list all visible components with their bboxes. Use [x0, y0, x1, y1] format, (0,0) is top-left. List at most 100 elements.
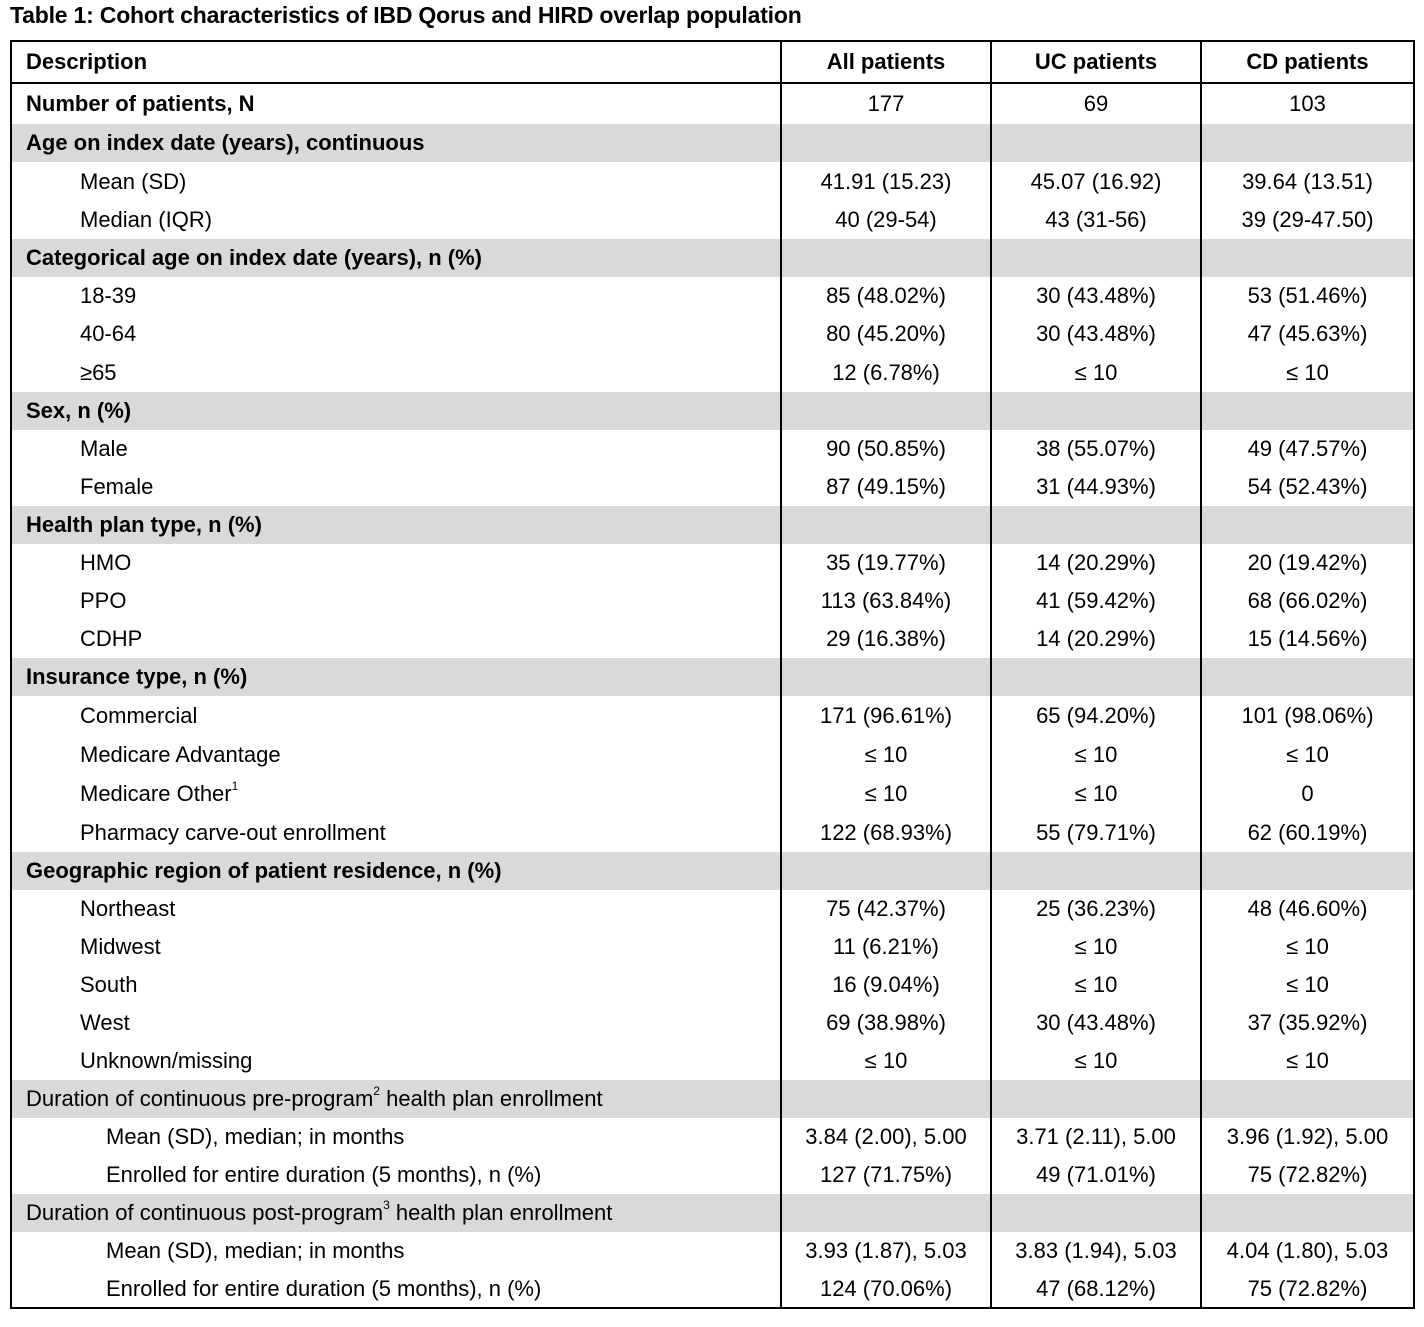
table-row: CDHP 29 (16.38%) 14 (20.29%) 15 (14.56%) — [11, 620, 1414, 658]
cell-uc-patients: 30 (43.48%) — [990, 277, 1201, 315]
cell-all-patients — [780, 658, 991, 696]
cell-cd-patients: 39.64 (13.51) — [1200, 162, 1414, 201]
cell-uc-patients: ≤ 10 — [990, 966, 1201, 1004]
table-row: Medicare Other1 ≤ 10 ≤ 10 0 — [11, 774, 1414, 814]
cell-all-patients — [780, 124, 991, 162]
cell-cd-patients: 4.04 (1.80), 5.03 — [1200, 1232, 1414, 1270]
table-caption: Table 1: Cohort characteristics of IBD Q… — [10, 2, 802, 28]
cell-cd-patients: 15 (14.56%) — [1200, 620, 1414, 658]
row-label: 18-39 — [11, 277, 781, 315]
header-all-patients: All patients — [780, 41, 991, 84]
cell-all-patients — [780, 239, 991, 277]
cell-uc-patients: ≤ 10 — [990, 353, 1201, 392]
cell-uc-patients: 3.71 (2.11), 5.00 — [990, 1118, 1201, 1156]
cell-cd-patients: 68 (66.02%) — [1200, 582, 1414, 620]
table-row: 18-39 85 (48.02%) 30 (43.48%) 53 (51.46%) — [11, 277, 1414, 315]
cell-cd-patients — [1200, 1080, 1414, 1118]
row-label-text: Medicare Advantage — [80, 742, 281, 767]
cell-cd-patients: ≤ 10 — [1200, 736, 1414, 774]
row-label-text: Health plan type, n (%) — [26, 512, 262, 537]
cell-all-patients — [780, 1080, 991, 1118]
row-label: Mean (SD) — [11, 162, 781, 201]
row-label-text: Mean (SD) — [80, 168, 187, 194]
header-row: Description All patients UC patients CD … — [11, 41, 1414, 84]
row-label: Midwest — [11, 928, 781, 966]
table-row: Mean (SD), median; in months 3.84 (2.00),… — [11, 1118, 1414, 1156]
table-row: Mean (SD) 41.91 (15.23) 45.07 (16.92) 39.64… — [11, 162, 1414, 201]
row-label: Female — [11, 468, 781, 506]
row-label-text-cont: health plan enrollment — [389, 1200, 613, 1225]
table-row: Number of patients, N 177 69 103 — [11, 83, 1414, 124]
row-label-text: Midwest — [80, 934, 161, 959]
cell-all-patients: ≤ 10 — [780, 1042, 991, 1080]
cell-all-patients: 75 (42.37%) — [780, 890, 991, 928]
cell-uc-patients: 3.83 (1.94), 5.03 — [990, 1232, 1201, 1270]
cell-cd-patients — [1200, 852, 1414, 890]
row-label-text: Male — [80, 436, 128, 461]
cohort-table: Description All patients UC patients CD … — [10, 40, 1415, 1309]
footnote-marker: 1 — [231, 779, 239, 793]
row-label-text-cont: health plan enrollment — [379, 1086, 603, 1111]
row-label-text: Duration of continuous pre-program — [26, 1086, 374, 1111]
cell-all-patients: 41.91 (15.23) — [780, 162, 991, 201]
cell-all-patients: 40 (29-54) — [780, 201, 991, 239]
cell-all-patients — [780, 1194, 991, 1232]
row-label-text: Northeast — [80, 896, 176, 921]
row-label: HMO — [11, 544, 781, 582]
row-label: CDHP — [11, 620, 781, 658]
row-label: Enrolled for entire duration (5 months),… — [11, 1156, 781, 1194]
cell-uc-patients — [990, 506, 1201, 544]
cell-all-patients: 80 (45.20%) — [780, 315, 991, 353]
cell-cd-patients: ≤ 10 — [1200, 353, 1414, 392]
row-label: Sex, n (%) — [11, 392, 781, 430]
row-label: Geographic region of patient residence, … — [11, 852, 781, 890]
cell-all-patients: 16 (9.04%) — [780, 966, 991, 1004]
cell-all-patients: 3.93 (1.87), 5.03 — [780, 1232, 991, 1270]
table-row: Female 87 (49.15%) 31 (44.93%) 54 (52.43%) — [11, 468, 1414, 506]
cell-uc-patients: 49 (71.01%) — [990, 1156, 1201, 1194]
table-row: Midwest 11 (6.21%) ≤ 10 ≤ 10 — [11, 928, 1414, 966]
row-label-text: 40-64 — [80, 321, 137, 346]
cell-all-patients: 12 (6.78%) — [780, 353, 991, 392]
cell-cd-patients: 101 (98.06%) — [1200, 696, 1414, 736]
row-label: Enrolled for entire duration (5 months),… — [11, 1270, 781, 1308]
table-row: HMO 35 (19.77%) 14 (20.29%) 20 (19.42%) — [11, 544, 1414, 582]
row-label-text: Unknown/missing — [80, 1048, 253, 1073]
cell-cd-patients: 48 (46.60%) — [1200, 890, 1414, 928]
cell-all-patients: 90 (50.85%) — [780, 430, 991, 468]
cell-cd-patients: 53 (51.46%) — [1200, 277, 1414, 315]
row-label: Median (IQR) — [11, 201, 781, 239]
cell-cd-patients: ≤ 10 — [1200, 928, 1414, 966]
cell-cd-patients: 20 (19.42%) — [1200, 544, 1414, 582]
table-row: West 69 (38.98%) 30 (43.48%) 37 (35.92%) — [11, 1004, 1414, 1042]
section-row: Duration of continuous pre-program2 heal… — [11, 1080, 1414, 1118]
cell-all-patients: 87 (49.15%) — [780, 468, 991, 506]
table-row: Northeast 75 (42.37%) 25 (36.23%) 48 (46.60… — [11, 890, 1414, 928]
cell-all-patients — [780, 852, 991, 890]
row-label-text: West — [80, 1010, 130, 1035]
cell-cd-patients: ≤ 10 — [1200, 1042, 1414, 1080]
cell-uc-patients: ≤ 10 — [990, 736, 1201, 774]
section-row: Categorical age on index date (years), n… — [11, 239, 1414, 277]
cell-uc-patients: ≤ 10 — [990, 774, 1201, 814]
cell-all-patients: 124 (70.06%) — [780, 1270, 991, 1308]
row-label: ≥65 — [11, 353, 781, 392]
cell-all-patients: 177 — [780, 83, 991, 124]
row-label: 40-64 — [11, 315, 781, 353]
row-label: Medicare Other1 — [11, 774, 781, 814]
row-label-text: Categorical age on index date (years), n… — [26, 245, 483, 270]
cell-cd-patients — [1200, 658, 1414, 696]
row-label-text: PPO — [80, 588, 127, 613]
row-label: Duration of continuous pre-program2 heal… — [11, 1080, 781, 1118]
cell-all-patients: 29 (16.38%) — [780, 620, 991, 658]
header-uc-patients: UC patients — [990, 41, 1201, 84]
row-label-text: HMO — [80, 550, 132, 575]
row-label: Unknown/missing — [11, 1042, 781, 1080]
cell-all-patients: 171 (96.61%) — [780, 696, 991, 736]
footnote-marker: 3 — [383, 1198, 390, 1212]
row-label: Medicare Advantage — [11, 736, 781, 774]
table-row: South 16 (9.04%) ≤ 10 ≤ 10 — [11, 966, 1414, 1004]
row-label: South — [11, 966, 781, 1004]
row-label-text: Enrolled for entire duration (5 months),… — [106, 1162, 542, 1187]
cell-cd-patients: 3.96 (1.92), 5.00 — [1200, 1118, 1414, 1156]
